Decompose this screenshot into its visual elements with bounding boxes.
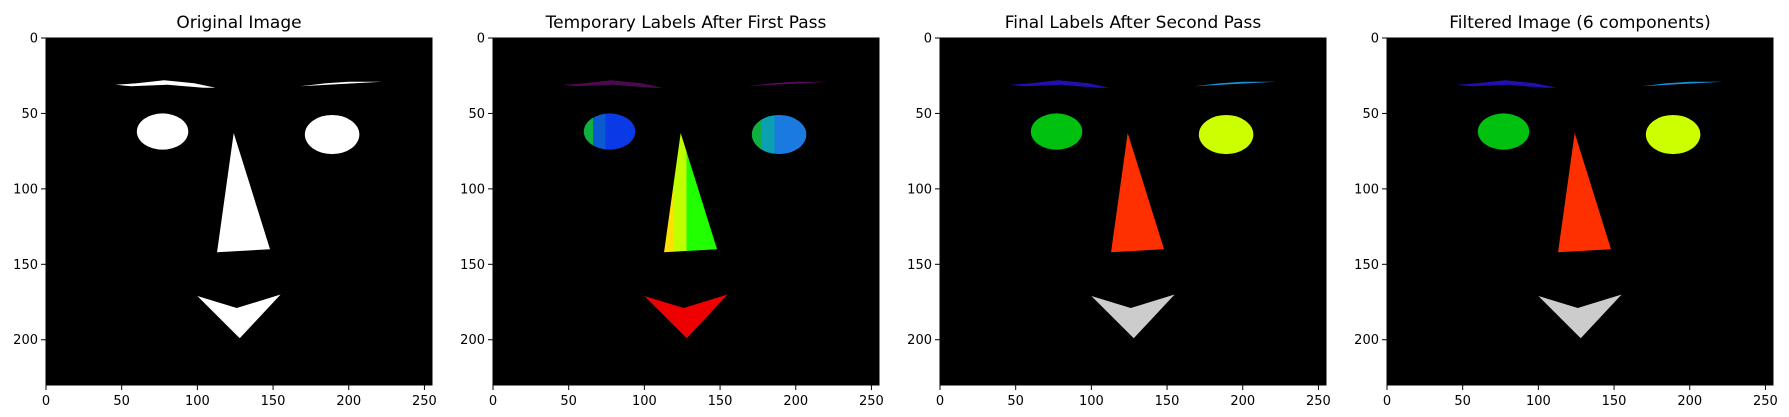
- y-tick-label: 100: [907, 182, 932, 197]
- panel-final-labels: Final Labels After Second Pass 0 50 100 150…: [907, 13, 1331, 409]
- axes-frame: [1386, 37, 1774, 386]
- right-eye-region: [1198, 114, 1254, 155]
- x-tick-label: 0: [1383, 394, 1391, 409]
- y-tick-label: 100: [460, 182, 485, 197]
- right-eyebrow-region: [1194, 81, 1277, 87]
- x-tick-label: 200: [336, 394, 361, 409]
- left-eyebrow-region: [562, 80, 663, 88]
- y-tick-label: 0: [30, 32, 38, 47]
- panel-temporary-labels: Temporary Labels After First Pass 0 50 100…: [460, 13, 884, 409]
- x-tick-label: 150: [1602, 394, 1627, 409]
- mouth-region: [1091, 294, 1175, 339]
- axes-frame: [492, 37, 880, 386]
- left-eyebrow-region: [115, 80, 216, 88]
- panel-title: Temporary Labels After First Pass: [545, 13, 827, 33]
- left-eye-region: [136, 113, 189, 150]
- right-eye-region: [751, 114, 807, 155]
- nose-region: [1111, 133, 1165, 253]
- x-tick-label: 200: [783, 394, 808, 409]
- x-tick-label: 200: [1230, 394, 1255, 409]
- x-tick-label: 250: [859, 394, 884, 409]
- axes-frame: [939, 37, 1327, 386]
- left-eye-region: [583, 113, 636, 150]
- y-tick-label: 150: [460, 258, 485, 273]
- axes-frame: [45, 37, 433, 386]
- nose-region: [1558, 133, 1612, 253]
- y-tick-label: 200: [13, 333, 38, 348]
- y-tick-label: 0: [924, 32, 932, 47]
- x-tick-label: 250: [412, 394, 437, 409]
- mouth-region: [1538, 294, 1622, 339]
- mouth-region: [644, 294, 728, 339]
- panel-original-image: Original Image 0 50 100 150 200 250 0 50 100 150 2…: [13, 13, 437, 409]
- x-tick-label: 100: [185, 394, 210, 409]
- x-tick-label: 0: [489, 394, 497, 409]
- y-tick-label: 200: [460, 333, 485, 348]
- y-tick-label: 150: [13, 258, 38, 273]
- y-tick-label: 150: [907, 258, 932, 273]
- y-tick-label: 150: [1354, 258, 1379, 273]
- right-eye-region: [1645, 114, 1701, 155]
- nose-region: [664, 133, 718, 253]
- left-eyebrow-region: [1009, 80, 1110, 88]
- x-tick-label: 250: [1753, 394, 1778, 409]
- x-tick-label: 100: [1079, 394, 1104, 409]
- left-eyebrow-region: [1456, 80, 1557, 88]
- y-tick-label: 50: [915, 107, 932, 122]
- y-tick-label: 200: [907, 333, 932, 348]
- x-tick-label: 200: [1677, 394, 1702, 409]
- panel-filtered-image: Filtered Image (6 components) 0 50 100 150 2…: [1354, 13, 1778, 409]
- panel-title: Filtered Image (6 components): [1449, 13, 1711, 33]
- y-tick-label: 50: [1362, 107, 1379, 122]
- y-tick-label: 100: [1354, 182, 1379, 197]
- y-tick-label: 50: [468, 107, 485, 122]
- x-tick-label: 50: [1007, 394, 1024, 409]
- x-tick-label: 50: [560, 394, 577, 409]
- x-tick-label: 0: [936, 394, 944, 409]
- right-eyebrow-region: [1641, 81, 1724, 87]
- nose-region: [217, 133, 271, 253]
- x-tick-label: 100: [632, 394, 657, 409]
- panel-title: Original Image: [176, 13, 301, 33]
- y-tick-label: 0: [477, 32, 485, 47]
- right-eyebrow-region: [300, 81, 383, 87]
- y-tick-label: 0: [1371, 32, 1379, 47]
- x-tick-label: 0: [42, 394, 50, 409]
- right-eye-region: [304, 114, 360, 155]
- x-tick-label: 150: [261, 394, 286, 409]
- x-tick-label: 250: [1306, 394, 1331, 409]
- y-tick-label: 100: [13, 182, 38, 197]
- x-tick-label: 50: [113, 394, 130, 409]
- left-eye-region: [1030, 113, 1083, 150]
- panel-title: Final Labels After Second Pass: [1005, 13, 1262, 33]
- left-eye-region: [1477, 113, 1530, 150]
- y-tick-label: 200: [1354, 333, 1379, 348]
- x-tick-label: 100: [1526, 394, 1551, 409]
- x-tick-label: 150: [1155, 394, 1180, 409]
- mouth-region: [197, 294, 281, 339]
- x-tick-label: 50: [1454, 394, 1471, 409]
- x-tick-label: 150: [708, 394, 733, 409]
- y-tick-label: 50: [21, 107, 38, 122]
- right-eyebrow-region: [747, 81, 830, 87]
